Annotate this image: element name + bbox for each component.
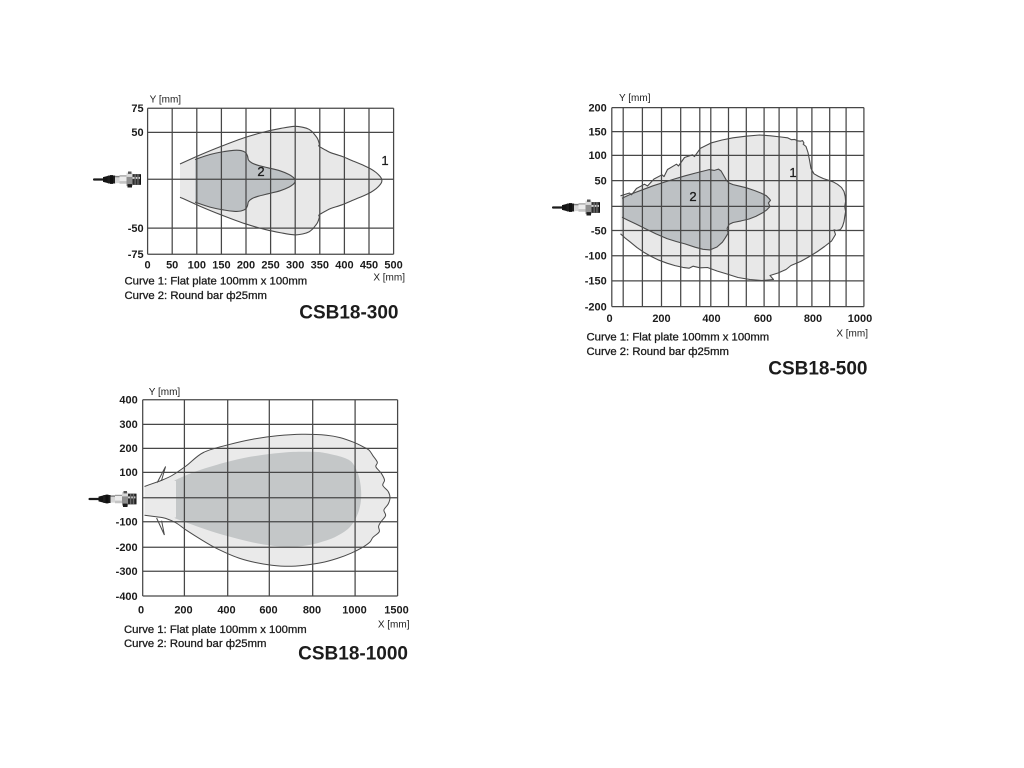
svg-text:400: 400: [335, 260, 353, 272]
svg-text:Y [mm]: Y [mm]: [150, 95, 182, 106]
svg-text:Curve 1: Flat plate 100mm x 10: Curve 1: Flat plate 100mm x 100mm: [125, 276, 308, 288]
svg-text:CSB18-300: CSB18-300: [299, 303, 398, 324]
svg-text:1000: 1000: [342, 605, 366, 617]
svg-text:-75: -75: [128, 249, 144, 261]
svg-text:600: 600: [754, 313, 772, 325]
svg-text:X [mm]: X [mm]: [373, 273, 405, 284]
svg-text:-200: -200: [585, 301, 607, 313]
svg-text:200: 200: [652, 313, 670, 325]
svg-text:800: 800: [303, 605, 321, 617]
svg-text:150: 150: [588, 126, 606, 138]
svg-text:1000: 1000: [848, 313, 872, 325]
svg-text:250: 250: [261, 260, 279, 272]
svg-text:X [mm]: X [mm]: [378, 620, 410, 631]
svg-text:200: 200: [237, 260, 255, 272]
svg-text:0: 0: [145, 260, 151, 272]
svg-text:-50: -50: [128, 223, 144, 235]
svg-text:2: 2: [689, 189, 696, 204]
svg-text:50: 50: [166, 260, 178, 272]
svg-text:-400: -400: [116, 591, 138, 603]
svg-text:1: 1: [381, 153, 388, 168]
svg-text:Y [mm]: Y [mm]: [149, 387, 181, 398]
svg-text:0: 0: [606, 313, 612, 325]
svg-text:100: 100: [588, 150, 606, 162]
svg-text:Curve 2: Round bar ф25mm: Curve 2: Round bar ф25mm: [125, 290, 267, 302]
svg-text:800: 800: [804, 313, 822, 325]
svg-text:200: 200: [119, 443, 137, 455]
svg-text:X [mm]: X [mm]: [836, 329, 868, 340]
svg-text:Curve 1: Flat plate 100mm x 10: Curve 1: Flat plate 100mm x 100mm: [587, 332, 770, 344]
svg-text:-300: -300: [116, 566, 138, 578]
svg-text:50: 50: [131, 127, 143, 139]
svg-text:-100: -100: [585, 251, 607, 263]
svg-text:Curve 1: Flat plate 100mm x 10: Curve 1: Flat plate 100mm x 100mm: [124, 624, 307, 636]
svg-text:500: 500: [384, 260, 402, 272]
svg-text:Y [mm]: Y [mm]: [619, 93, 651, 104]
svg-text:150: 150: [212, 260, 230, 272]
svg-text:CSB18-500: CSB18-500: [768, 359, 867, 380]
svg-text:400: 400: [217, 605, 235, 617]
svg-text:1500: 1500: [384, 605, 408, 617]
svg-text:400: 400: [702, 313, 720, 325]
svg-text:-200: -200: [116, 542, 138, 554]
svg-text:0: 0: [138, 605, 144, 617]
svg-text:400: 400: [119, 395, 137, 407]
svg-text:Curve 2: Round bar ф25mm: Curve 2: Round bar ф25mm: [124, 638, 266, 650]
svg-text:300: 300: [286, 260, 304, 272]
svg-text:-100: -100: [116, 517, 138, 529]
svg-text:350: 350: [311, 260, 329, 272]
svg-text:-150: -150: [585, 276, 607, 288]
svg-text:-50: -50: [591, 225, 607, 237]
svg-text:50: 50: [595, 175, 607, 187]
svg-text:600: 600: [259, 605, 277, 617]
svg-text:300: 300: [119, 419, 137, 431]
svg-text:100: 100: [188, 260, 206, 272]
svg-text:CSB18-1000: CSB18-1000: [298, 644, 408, 665]
svg-text:200: 200: [174, 605, 192, 617]
svg-text:75: 75: [131, 103, 143, 115]
svg-text:Curve 2: Round bar ф25mm: Curve 2: Round bar ф25mm: [587, 346, 729, 358]
svg-text:450: 450: [360, 260, 378, 272]
svg-text:100: 100: [119, 467, 137, 479]
svg-text:2: 2: [257, 164, 264, 179]
svg-text:1: 1: [789, 165, 796, 180]
svg-text:200: 200: [588, 102, 606, 114]
